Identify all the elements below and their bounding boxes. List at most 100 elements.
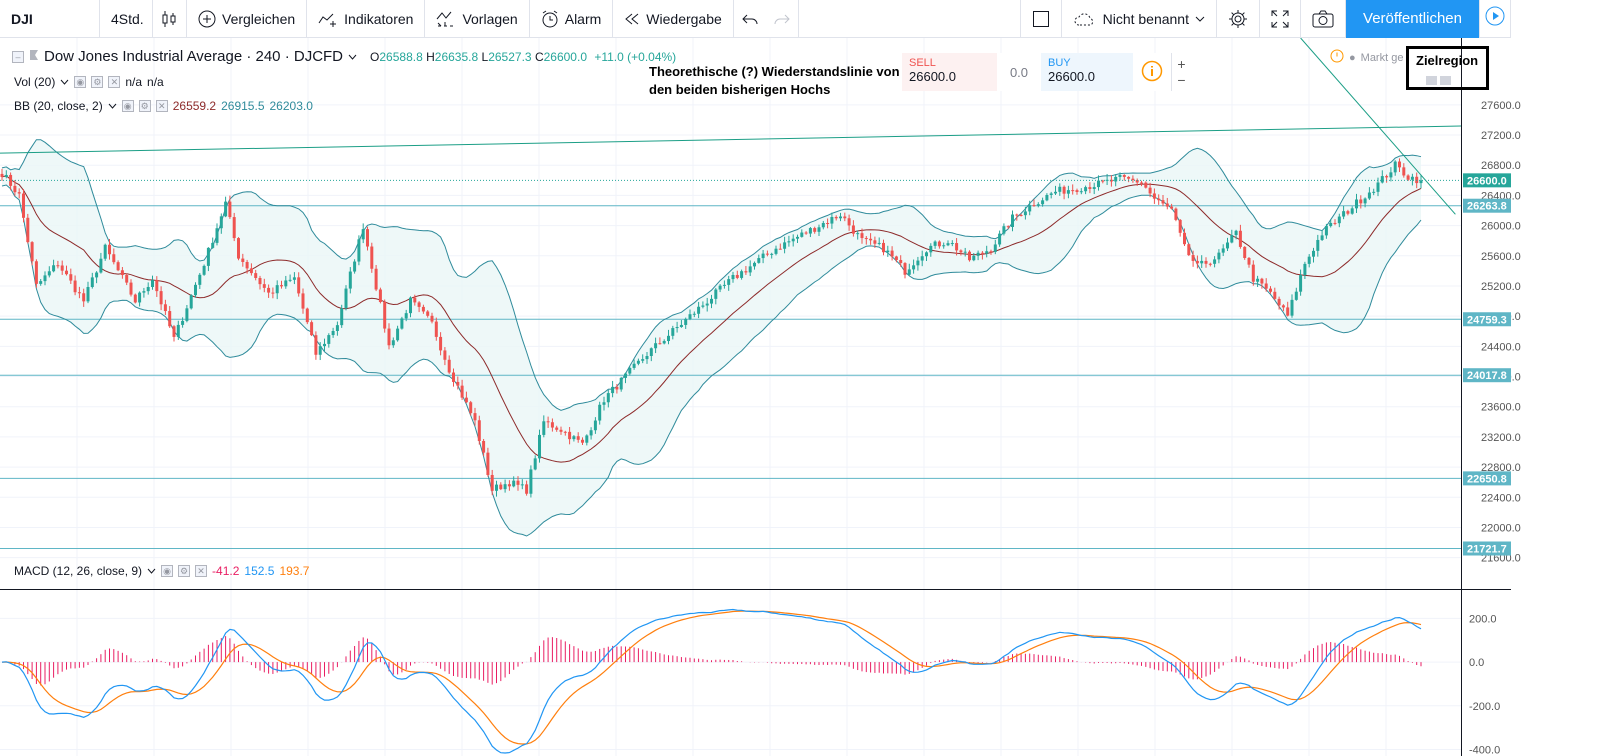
candle-body [1122, 174, 1126, 177]
collapse-icon[interactable]: – [12, 50, 24, 63]
gear-icon[interactable]: ⚙ [178, 565, 191, 577]
scroll-down-icon[interactable] [1426, 76, 1437, 85]
candle-body [396, 328, 400, 341]
chart-style-button[interactable] [153, 0, 187, 38]
candle-body [813, 228, 817, 232]
candle-body [181, 320, 185, 325]
chevron-down-icon[interactable] [147, 564, 156, 578]
candle-body [920, 256, 924, 261]
symbol-search-button[interactable]: DJI [0, 0, 100, 38]
candle-body [1376, 182, 1380, 192]
candle-body [1307, 256, 1311, 264]
candle-body [421, 306, 425, 312]
indicators-button[interactable]: Indikatoren [307, 0, 426, 38]
candle-body [473, 413, 477, 421]
chevron-down-icon[interactable] [348, 48, 357, 65]
publish-button[interactable]: Veröffentlichen [1346, 0, 1479, 38]
scroll-up-icon[interactable] [1440, 76, 1451, 85]
close-icon[interactable]: ✕ [195, 565, 208, 577]
candle-body [176, 324, 180, 337]
top-toolbar: DJI 4Std. Vergleichen Indikatoren Vorlag… [0, 0, 1511, 38]
settings-button[interactable] [1217, 0, 1260, 38]
eye-icon[interactable]: ◉ [161, 565, 174, 577]
play-circle-icon [1485, 6, 1505, 31]
candle-body [568, 431, 572, 440]
volume-label: Vol (20) [14, 75, 56, 89]
gear-icon [1228, 9, 1248, 29]
flag-icon[interactable] [29, 48, 39, 65]
candle-body [1183, 232, 1186, 245]
candle-body [1174, 208, 1178, 220]
candle-body [1230, 235, 1234, 243]
info-button[interactable] [1133, 53, 1171, 91]
candle-body [710, 298, 713, 304]
bollinger-fill [2, 139, 1421, 536]
close-icon[interactable]: ✕ [108, 76, 121, 88]
info-icon [1141, 60, 1163, 85]
candle-body [1243, 246, 1247, 258]
macd-tick-label: -200.0 [1469, 701, 1500, 713]
layout-name-button[interactable]: Nicht benannt [1062, 0, 1217, 38]
candle-body [843, 216, 847, 219]
candle-body [1269, 288, 1272, 292]
rewind-icon [624, 12, 640, 26]
candle-body [993, 244, 997, 252]
candles-icon [161, 10, 177, 28]
candle-body [576, 436, 580, 440]
volume-value-2: n/a [147, 75, 164, 89]
candle-body [387, 328, 391, 346]
buy-button[interactable]: BUY 26600.0 [1041, 53, 1133, 91]
sell-button[interactable]: SELL 26600.0 [902, 53, 997, 91]
candle-body [1187, 244, 1191, 256]
candle-body [903, 263, 907, 275]
chevron-down-icon[interactable] [108, 99, 117, 113]
plus-icon[interactable]: + [1177, 56, 1186, 72]
eye-icon[interactable]: ◉ [121, 100, 134, 112]
quantity-stepper[interactable]: + − [1171, 53, 1191, 91]
gear-icon[interactable]: ⚙ [91, 76, 104, 88]
eye-icon[interactable]: ◉ [74, 76, 87, 88]
candle-body [722, 284, 726, 286]
chart-canvas[interactable]: 21600.0 22000.0 22400.0 22800.0 23200.0 23600… [0, 38, 1601, 756]
camera-icon [1312, 10, 1334, 28]
candle-body [262, 284, 266, 288]
replay-button[interactable]: Wiedergabe [613, 0, 734, 38]
macd-tick-label: 0.0 [1469, 657, 1484, 669]
close-icon[interactable]: ✕ [155, 100, 168, 112]
candle-body [172, 326, 176, 337]
candle-body [1144, 182, 1148, 188]
fullscreen-toggle-button[interactable] [1019, 0, 1062, 38]
minus-icon[interactable]: − [1177, 72, 1186, 88]
candle-body [1157, 198, 1161, 201]
candle-body [129, 282, 133, 295]
candle-body [439, 336, 443, 351]
volume-legend: Vol (20) ◉ ⚙ ✕ n/a n/a [14, 75, 164, 89]
alert-button[interactable]: Alarm [530, 0, 614, 38]
last-price-tag-text: 26600.0 [1467, 175, 1507, 187]
candle-body [1165, 203, 1169, 207]
candle-body [839, 216, 842, 219]
expand-button[interactable] [1260, 0, 1301, 38]
candle-body [1062, 186, 1066, 194]
templates-button[interactable]: Vorlagen [425, 0, 530, 38]
candle-body [641, 359, 645, 361]
candle-body [1006, 226, 1010, 228]
undo-button[interactable] [734, 0, 766, 38]
target-region-box[interactable]: Zielregion [1406, 46, 1489, 90]
candle-body [482, 440, 486, 453]
gear-icon[interactable]: ⚙ [138, 100, 151, 112]
candle-body [1011, 214, 1014, 227]
level-price-tag-text: 26263.8 [1467, 201, 1507, 213]
ohlc-values: O26588.8 H26635.8 L26527.3 C26600.0 +11.… [370, 49, 677, 64]
candle-body [1363, 198, 1367, 204]
interval-button[interactable]: 4Std. [100, 0, 153, 38]
snapshot-button[interactable] [1301, 0, 1346, 38]
buy-price: 26600.0 [1048, 69, 1095, 84]
candle-body [701, 305, 705, 307]
play-button[interactable] [1479, 0, 1511, 38]
compare-button[interactable]: Vergleichen [187, 0, 308, 38]
candle-body [1333, 222, 1337, 224]
redo-button[interactable] [766, 0, 799, 38]
spread-value: 0.0 [997, 53, 1041, 91]
chevron-down-icon[interactable] [60, 75, 69, 89]
